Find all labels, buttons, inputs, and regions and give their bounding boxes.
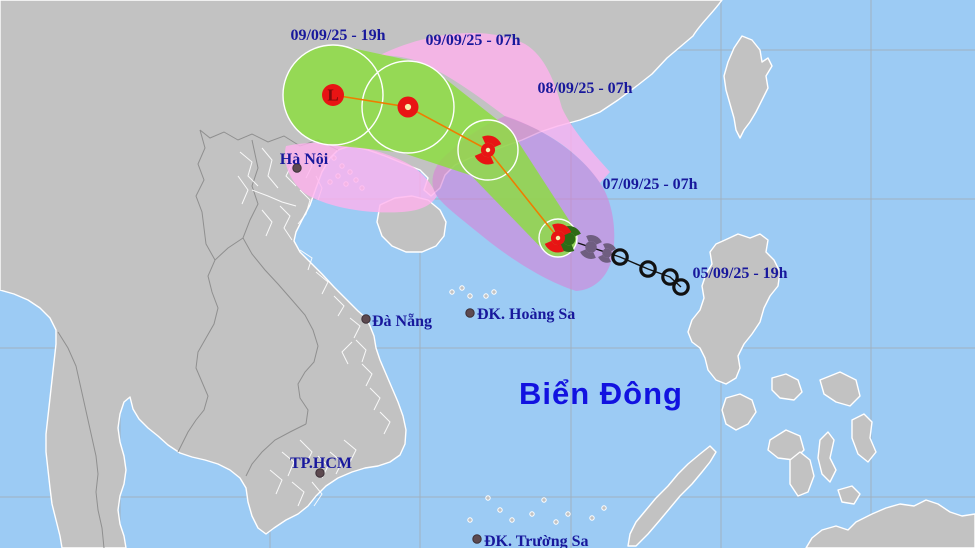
time-label: 08/09/25 - 07h — [537, 80, 632, 97]
time-label: 05/09/25 - 19h — [692, 265, 787, 282]
place-dot — [465, 308, 475, 318]
islet — [497, 507, 503, 513]
island-bohol — [837, 485, 861, 505]
island-mindanao — [805, 499, 975, 548]
islet — [509, 517, 515, 523]
place-dot — [292, 163, 302, 173]
storm-icon-low-pressure: L — [322, 84, 344, 106]
islet — [483, 293, 489, 299]
place-label: TP.HCM — [290, 455, 352, 472]
typhoon-eye — [485, 147, 491, 153]
past-position-circle — [611, 248, 629, 266]
forecast-track-line — [332, 94, 559, 239]
island-samar — [819, 371, 861, 407]
past-position-circle — [639, 260, 657, 278]
probability-circle — [457, 119, 519, 181]
islet — [467, 293, 473, 299]
storm-symbols: L — [322, 84, 616, 263]
typhoon-core — [562, 232, 576, 246]
place-label: ĐK. Trường Sa — [484, 533, 589, 548]
map-labels: 07/09/25 - 07h 08/09/25 - 07h 09/09/25 - 0… — [280, 27, 788, 548]
danger-zone-pink — [284, 32, 610, 213]
island-leyte — [851, 413, 877, 463]
islet — [589, 515, 595, 521]
storm-icon-tropical-depression — [397, 96, 419, 118]
typhoon-eye — [555, 235, 561, 241]
storm-icon-typhoon — [474, 135, 502, 165]
islet — [459, 285, 465, 291]
cone-band — [386, 66, 503, 177]
country-borders — [57, 129, 339, 548]
islet — [529, 511, 535, 517]
island-luzon — [687, 233, 781, 385]
place-dot — [315, 468, 325, 478]
probability-circle — [282, 44, 384, 146]
island-masbate — [771, 373, 803, 401]
island-taiwan — [723, 35, 773, 139]
island-mindoro — [721, 393, 757, 431]
typhoon-arm — [586, 235, 602, 245]
island-palawan — [627, 445, 717, 547]
storm-icon-past-gray — [598, 243, 616, 263]
time-label: 09/09/25 - 07h — [425, 32, 520, 49]
island-cebu — [817, 431, 837, 483]
place-dot — [472, 534, 482, 544]
islet — [565, 511, 571, 517]
td-eye — [404, 103, 412, 111]
storm-icon-typhoon — [544, 223, 572, 253]
typhoon-arm — [580, 249, 596, 259]
island-negros — [789, 451, 815, 497]
typhoon-arm — [552, 223, 572, 236]
islet — [485, 495, 491, 501]
typhoon-core — [585, 241, 597, 253]
islet — [449, 289, 455, 295]
islet — [601, 505, 607, 511]
forecast-probability-circles — [282, 44, 578, 258]
low-letter: L — [327, 86, 338, 105]
islet — [491, 289, 497, 295]
probability-circle — [361, 60, 455, 154]
low-disc — [322, 84, 344, 106]
storm-icon-past-gray — [580, 235, 602, 259]
place-label: ĐK. Hoàng Sa — [477, 306, 575, 323]
time-label: 09/09/25 - 19h — [290, 27, 385, 44]
place-label: Hà Nội — [280, 151, 329, 168]
past-track — [577, 242, 690, 296]
past-position-circle — [661, 268, 679, 286]
typhoon-core — [602, 248, 612, 258]
past-position-circle — [672, 278, 690, 296]
typhoon-arm — [598, 254, 611, 263]
place-label: Đà Nẵng — [372, 313, 432, 330]
typhoon-arm — [482, 135, 502, 148]
islet — [467, 517, 473, 523]
cone-band — [325, 45, 416, 153]
islet — [553, 519, 559, 525]
typhoon-arm — [603, 243, 616, 252]
sea-name-label: Biển Đông — [519, 376, 683, 411]
islet — [541, 497, 547, 503]
typhoon-arm — [544, 240, 564, 253]
forecast-line — [332, 94, 559, 239]
typhoon-arm — [474, 152, 494, 165]
place-dot — [361, 314, 371, 324]
time-label: 07/09/25 - 07h — [602, 176, 697, 193]
probability-circle — [538, 218, 578, 258]
